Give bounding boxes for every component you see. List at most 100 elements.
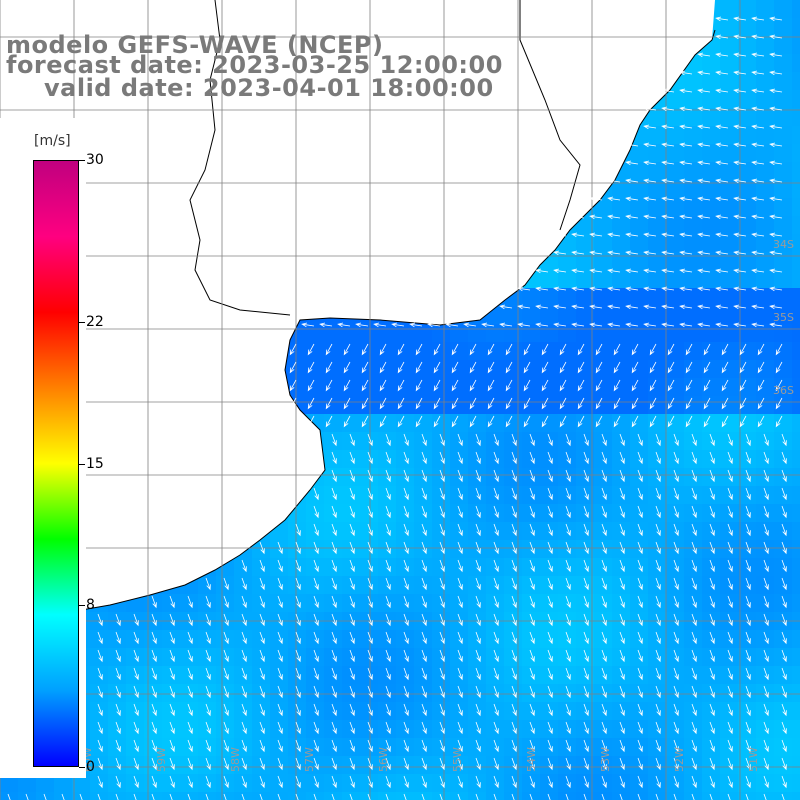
- ocean-cell: [738, 756, 756, 774]
- wind-arrow: [313, 559, 319, 573]
- wind-arrow: [403, 685, 409, 699]
- wind-arrow: [313, 739, 319, 753]
- wind-arrow: [613, 343, 621, 356]
- wind-arrow: [601, 505, 607, 519]
- wind-arrow: [547, 451, 553, 465]
- wind-arrow: [355, 322, 369, 328]
- ocean-cell: [576, 522, 594, 540]
- ocean-cell: [576, 756, 594, 774]
- ocean-cell: [198, 630, 216, 648]
- wind-arrow: [715, 16, 729, 22]
- wind-arrow: [511, 541, 517, 555]
- wind-arrow: [289, 361, 297, 374]
- ocean-cell: [288, 756, 306, 774]
- ocean-cell: [666, 522, 684, 540]
- ocean-cell: [414, 630, 432, 648]
- wind-arrow: [469, 415, 477, 428]
- ocean-cell: [594, 306, 612, 324]
- ocean-cell: [630, 666, 648, 684]
- wind-arrow: [691, 433, 697, 447]
- wind-arrow: [115, 757, 121, 771]
- ocean-cell: [468, 324, 486, 342]
- wind-arrow: [559, 379, 567, 392]
- wind-arrow: [295, 577, 301, 591]
- wind-arrow: [289, 397, 297, 410]
- wind-arrow: [403, 721, 409, 735]
- ocean-cell: [540, 378, 558, 396]
- longitude-label: 56W: [377, 747, 390, 772]
- ocean-cell: [144, 738, 162, 756]
- wind-arrow: [547, 631, 553, 645]
- wind-arrow: [511, 451, 517, 465]
- wind-arrow: [331, 631, 337, 645]
- ocean-cell: [594, 414, 612, 432]
- wind-arrow: [673, 523, 679, 537]
- ocean-cell: [432, 594, 450, 612]
- ocean-cell: [126, 774, 144, 792]
- ocean-cell: [774, 594, 792, 612]
- ocean-cell: [684, 774, 702, 792]
- wind-arrow: [619, 523, 625, 537]
- ocean-cell: [234, 630, 252, 648]
- wind-arrow: [715, 322, 729, 328]
- wind-arrow: [475, 721, 481, 735]
- wind-arrow: [781, 595, 787, 609]
- wind-arrow: [625, 160, 639, 166]
- ocean-cell: [720, 252, 738, 270]
- wind-arrow: [589, 196, 603, 202]
- wind-arrow: [565, 595, 571, 609]
- wind-arrow: [595, 379, 603, 392]
- ocean-cell: [630, 468, 648, 486]
- coastline: [0, 29, 716, 626]
- ocean-cell: [684, 270, 702, 288]
- wind-arrow: [589, 322, 603, 328]
- wind-arrow: [511, 649, 517, 663]
- ocean-cell: [270, 774, 288, 792]
- wind-arrow: [661, 214, 675, 220]
- wind-arrow: [403, 667, 409, 681]
- wind-arrow: [601, 703, 607, 717]
- ocean-cell: [288, 594, 306, 612]
- ocean-cell: [666, 648, 684, 666]
- colorbar-tick-label: 0: [86, 759, 95, 775]
- wind-arrow: [763, 649, 769, 663]
- wind-arrow: [547, 685, 553, 699]
- ocean-cell: [558, 270, 576, 288]
- wind-arrow: [385, 721, 391, 735]
- ocean-cell: [540, 756, 558, 774]
- ocean-cell: [774, 234, 792, 252]
- ocean-cell: [630, 540, 648, 558]
- ocean-cell: [108, 738, 126, 756]
- wind-arrow: [691, 667, 697, 681]
- wind-arrow: [169, 667, 175, 681]
- ocean-cell: [792, 738, 800, 756]
- wind-arrow: [601, 775, 607, 789]
- ocean-cell: [342, 738, 360, 756]
- ocean-cell: [666, 306, 684, 324]
- wind-arrow: [619, 775, 625, 789]
- ocean-cell: [558, 738, 576, 756]
- ocean-cell: [432, 540, 450, 558]
- ocean-cell: [396, 396, 414, 414]
- wind-arrow: [601, 685, 607, 699]
- ocean-cell: [630, 378, 648, 396]
- wind-arrow: [583, 487, 589, 501]
- wind-arrow: [775, 361, 783, 374]
- wind-arrow: [751, 16, 765, 22]
- ocean-cell: [576, 324, 594, 342]
- ocean-cell: [630, 414, 648, 432]
- wind-arrow: [691, 757, 697, 771]
- ocean-cell: [342, 324, 360, 342]
- wind-arrow: [241, 685, 247, 699]
- ocean-cell: [630, 324, 648, 342]
- wind-arrow: [415, 379, 423, 392]
- ocean-cell: [612, 270, 630, 288]
- ocean-cell: [270, 720, 288, 738]
- ocean-cell: [576, 594, 594, 612]
- ocean-cell: [756, 774, 774, 792]
- ocean-cell: [414, 666, 432, 684]
- ocean-cell: [738, 306, 756, 324]
- ocean-cell: [648, 594, 666, 612]
- ocean-cell: [144, 756, 162, 774]
- wind-arrow: [691, 703, 697, 717]
